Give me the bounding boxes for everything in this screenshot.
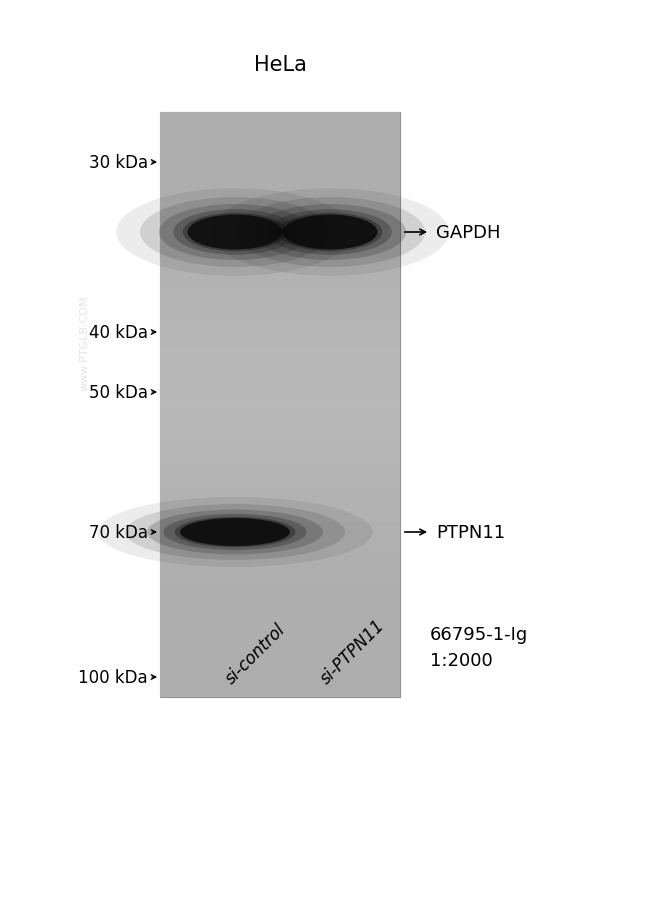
Bar [160, 113, 400, 143]
Bar [160, 668, 400, 697]
Ellipse shape [183, 214, 287, 252]
Bar [160, 346, 400, 376]
Text: 30 kDa: 30 kDa [89, 154, 148, 171]
Bar [160, 522, 400, 551]
Text: 40 kDa: 40 kDa [89, 324, 148, 342]
Text: PTPN11: PTPN11 [436, 523, 505, 541]
Bar [160, 288, 400, 318]
Bar [160, 143, 400, 171]
Ellipse shape [140, 198, 330, 268]
Bar [160, 171, 400, 200]
Bar [160, 200, 400, 230]
Ellipse shape [174, 517, 296, 548]
Ellipse shape [116, 189, 354, 276]
Bar [160, 580, 400, 610]
Ellipse shape [159, 205, 311, 261]
Text: HeLa: HeLa [253, 55, 306, 75]
Bar [160, 639, 400, 668]
Text: 100 kDa: 100 kDa [78, 668, 148, 686]
Text: 50 kDa: 50 kDa [89, 383, 148, 401]
Bar [160, 434, 400, 464]
Bar [160, 230, 400, 259]
Bar [160, 405, 400, 434]
Ellipse shape [163, 514, 306, 550]
Ellipse shape [283, 216, 377, 250]
Text: www.PTGLB.COM: www.PTGLB.COM [80, 295, 90, 391]
Bar [160, 551, 400, 580]
Bar [160, 376, 400, 405]
Bar [160, 318, 400, 346]
Text: 70 kDa: 70 kDa [89, 523, 148, 541]
Bar [160, 113, 400, 697]
Text: si-PTPN11: si-PTPN11 [317, 616, 389, 687]
Ellipse shape [268, 210, 392, 255]
Ellipse shape [97, 497, 372, 567]
Ellipse shape [212, 189, 449, 276]
Bar [160, 610, 400, 639]
Ellipse shape [278, 214, 382, 252]
Ellipse shape [173, 210, 296, 255]
Ellipse shape [180, 519, 290, 547]
Bar [160, 259, 400, 288]
Ellipse shape [254, 205, 406, 261]
Ellipse shape [187, 216, 283, 250]
Bar [160, 492, 400, 522]
Ellipse shape [125, 504, 345, 560]
Text: GAPDH: GAPDH [436, 224, 500, 242]
Text: si-control: si-control [222, 620, 289, 687]
Ellipse shape [147, 510, 323, 555]
Bar [160, 464, 400, 492]
Ellipse shape [235, 198, 425, 268]
Text: 66795-1-Ig
1:2000: 66795-1-Ig 1:2000 [430, 625, 528, 669]
